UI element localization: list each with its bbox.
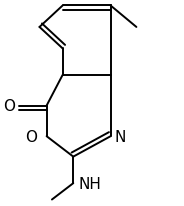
Text: O: O (3, 99, 15, 114)
Text: O: O (25, 129, 37, 144)
Text: N: N (114, 129, 125, 144)
Text: NH: NH (79, 176, 102, 191)
